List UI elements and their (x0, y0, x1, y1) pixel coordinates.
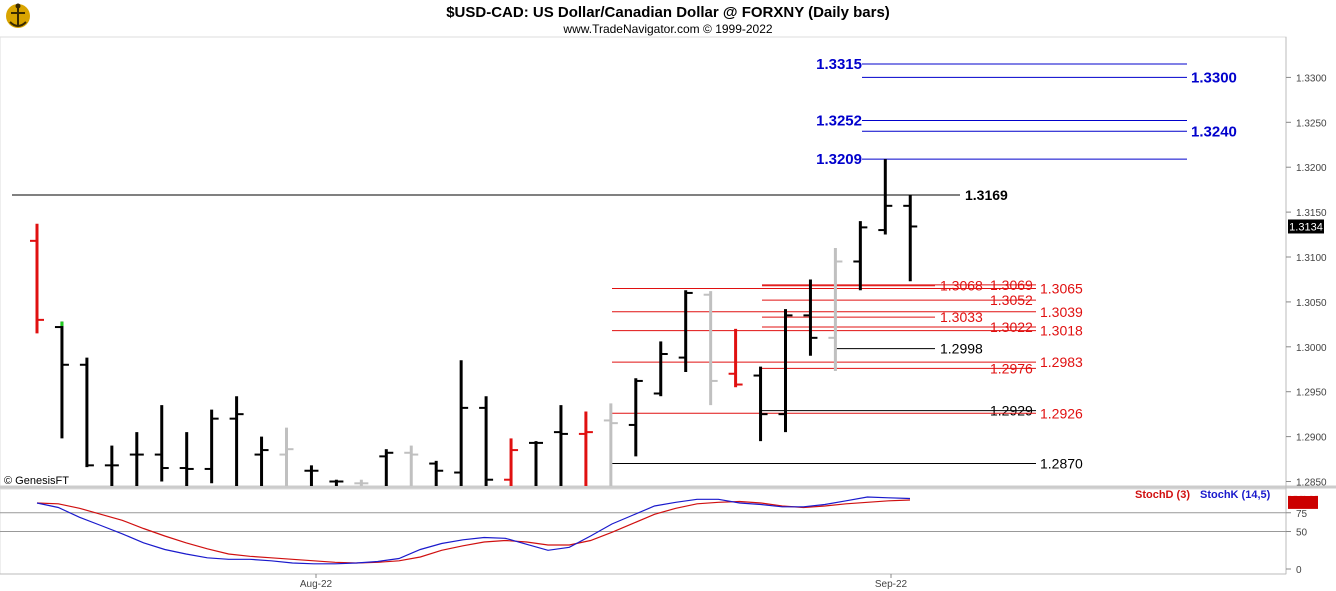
level-label: 1.3169 (965, 187, 1008, 203)
x-tick-label: Aug-22 (300, 579, 333, 590)
level-label: 1.3018 (1040, 323, 1083, 339)
stoch-last-label: 88.13 (1289, 487, 1317, 499)
logo-icon (6, 3, 30, 28)
y-tick-label: 1.3200 (1296, 163, 1327, 174)
stoch-tick-label: 0 (1296, 565, 1302, 576)
last-price-badge (1288, 219, 1324, 234)
y-tick-label: 1.3300 (1296, 73, 1327, 84)
y-tick-label: 1.3100 (1296, 253, 1327, 264)
y-tick-label: 1.3150 (1296, 208, 1327, 219)
stoch-line (36, 499, 911, 564)
level-label: 1.3252 (816, 113, 862, 130)
level-label: 1.2926 (1040, 405, 1083, 421)
stoch-last-badge (1288, 495, 1318, 509)
level-label: 1.3068 (940, 278, 983, 294)
stoch-d-legend: StochD (3) (1135, 489, 1190, 501)
y-tick-label: 1.2900 (1296, 433, 1327, 444)
level-label: 1.3065 (1040, 280, 1083, 296)
chart-title: $USD-CAD: US Dollar/Canadian Dollar @ FO… (446, 4, 890, 21)
level-label: 1.3022 (990, 319, 1033, 335)
level-label: 1.2976 (990, 360, 1033, 376)
level-label: 1.2983 (1040, 354, 1083, 370)
level-label: 1.3033 (940, 309, 983, 325)
level-label: 1.3039 (1040, 304, 1083, 320)
y-tick-label: 1.3250 (1296, 118, 1327, 129)
level-label: 1.3209 (816, 151, 862, 168)
level-label: 1.3069 (990, 277, 1033, 293)
level-label: 1.3300 (1191, 69, 1237, 86)
level-label: 1.2998 (940, 341, 983, 357)
level-label: 1.3240 (1191, 123, 1237, 140)
y-tick-label: 1.2850 (1296, 478, 1327, 489)
level-label: 1.2870 (1040, 456, 1083, 472)
chart-subtitle: www.TradeNavigator.com © 1999-2022 (562, 22, 772, 36)
level-label: 1.3052 (990, 292, 1033, 308)
level-label: 1.3315 (816, 56, 862, 73)
stoch-tick-label: 50 (1296, 528, 1308, 539)
x-tick-label: Sep-22 (875, 579, 908, 590)
watermark: © GenesisFT (4, 475, 69, 487)
stoch-tick-label: 75 (1296, 509, 1308, 520)
stoch-line (36, 496, 911, 565)
y-tick-label: 1.2950 (1296, 388, 1327, 399)
level-label: 1.2929 (990, 403, 1033, 419)
stoch-k-legend: StochK (14,5) (1200, 489, 1271, 501)
y-tick-label: 1.3050 (1296, 298, 1327, 309)
last-price-label: 1.3134 (1289, 221, 1323, 233)
y-tick-label: 1.3000 (1296, 343, 1327, 354)
